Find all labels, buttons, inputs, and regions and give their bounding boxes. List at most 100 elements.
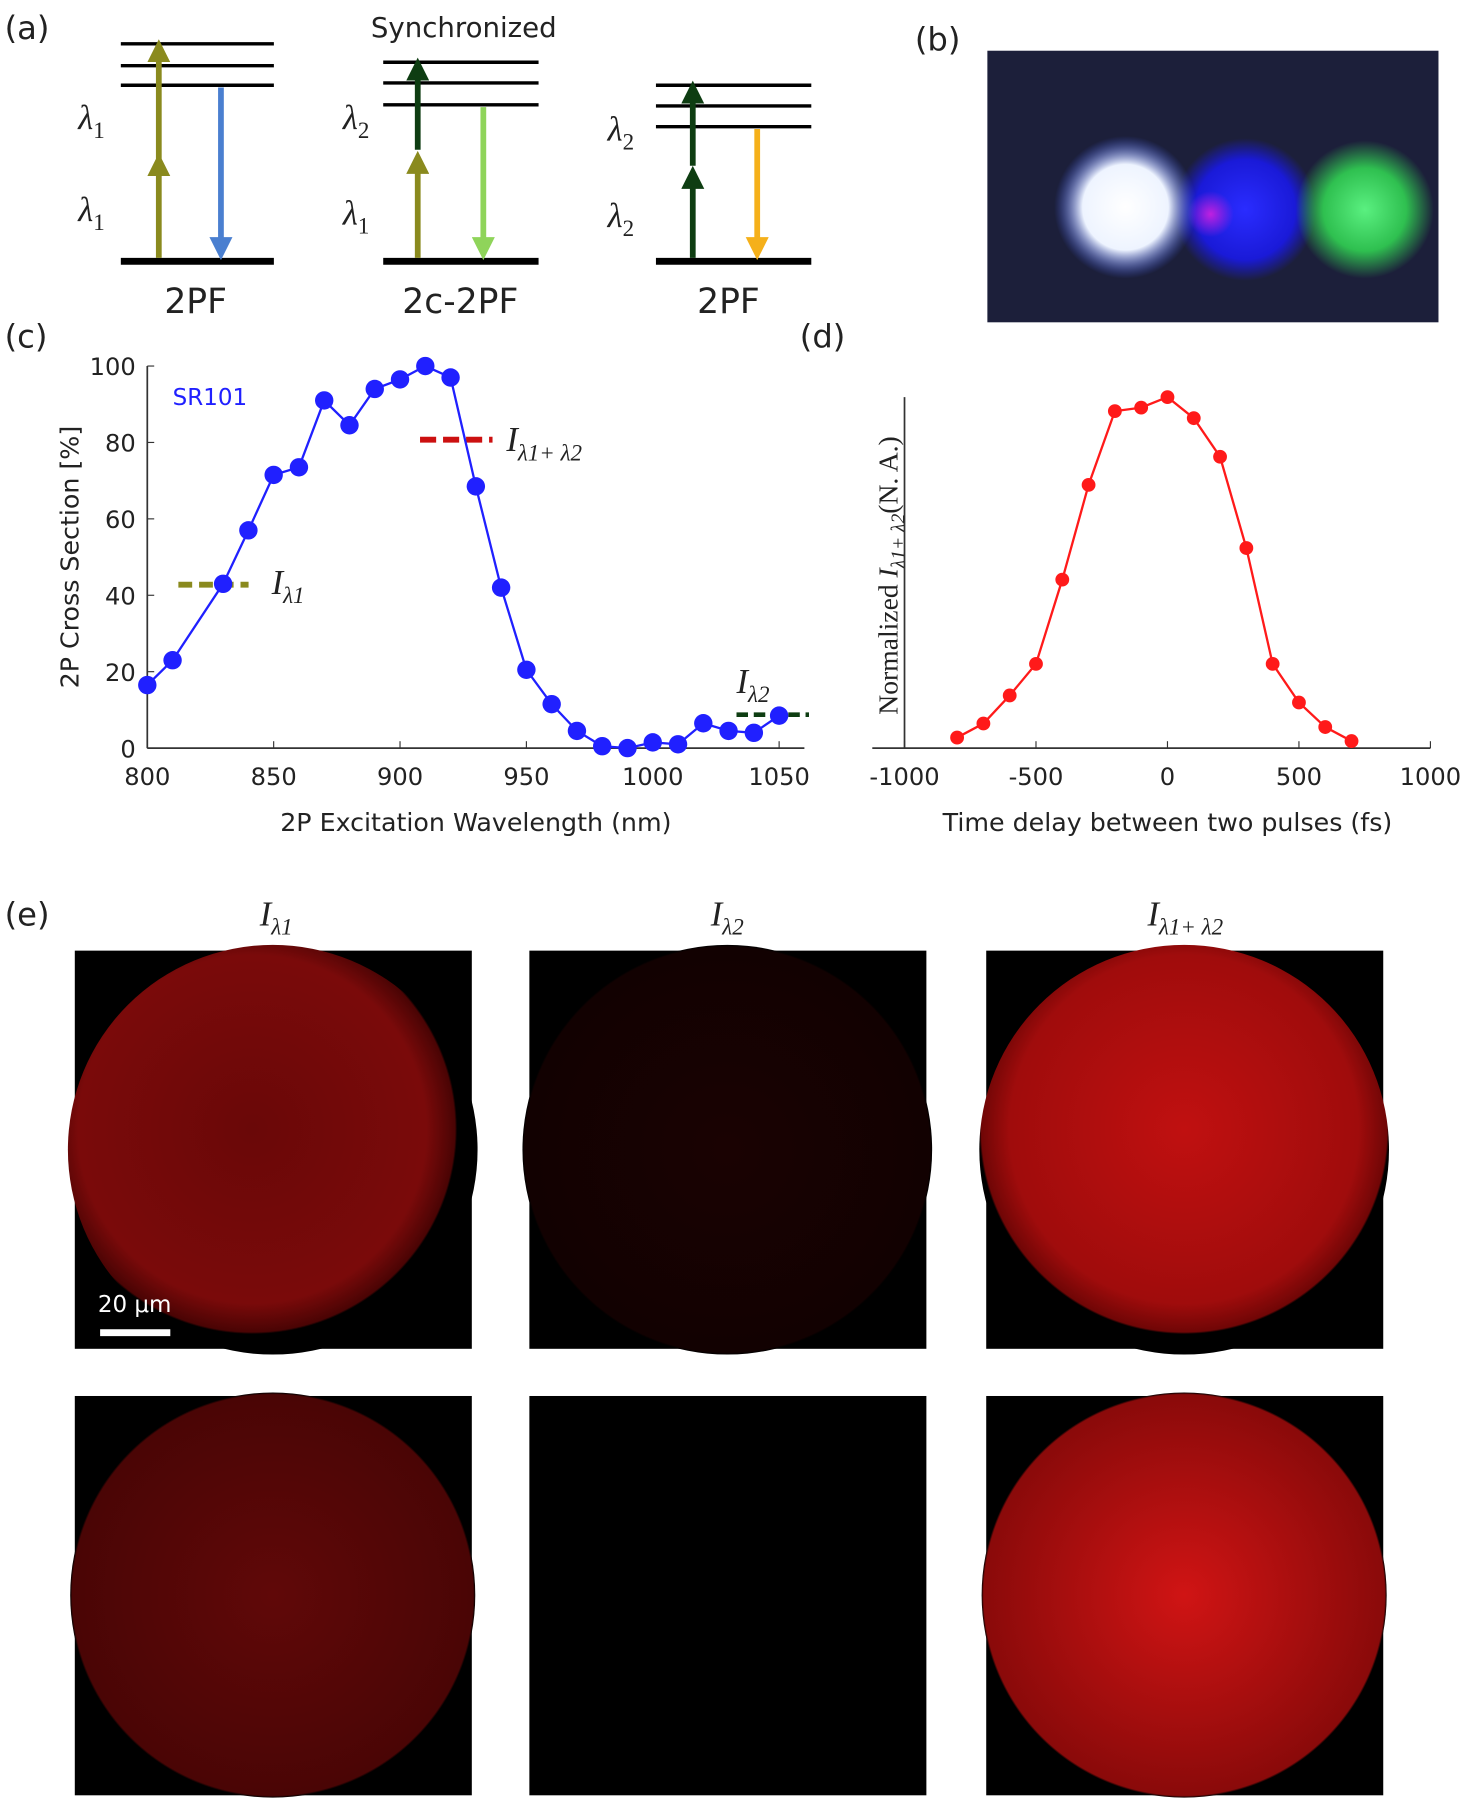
symbol: I: [873, 566, 904, 578]
symbol: λ: [607, 197, 623, 235]
symbol: I: [271, 564, 285, 602]
subscript: 1: [93, 117, 105, 143]
blue-spot: [1173, 138, 1317, 281]
scheme-label: 2c-2PF: [402, 282, 518, 322]
data-point: [1186, 411, 1201, 426]
scheme-label: 2PF: [164, 282, 227, 322]
data-point: [1081, 477, 1096, 492]
label-text: (N. A.): [873, 436, 904, 513]
data-point: [517, 660, 536, 679]
data-point: [315, 391, 334, 410]
x-tick-label: -500: [1009, 763, 1064, 791]
level-label: Iλ1+ λ2: [505, 421, 582, 465]
data-point: [1029, 656, 1043, 671]
wavelength-label: λ2: [607, 197, 634, 241]
subscript: λ1: [282, 582, 304, 608]
subscript: λ1+ λ2: [1158, 914, 1223, 940]
photo: [987, 50, 1439, 323]
wavelength-label: λ1: [342, 194, 369, 238]
label-text: Normalized: [873, 577, 904, 714]
panel-label: (e): [5, 895, 50, 933]
data-point: [491, 578, 511, 597]
symbol: λ: [607, 110, 623, 148]
subscript: λ1: [270, 914, 292, 940]
level-label: Iλ1: [271, 564, 305, 608]
data-point: [340, 416, 359, 435]
data-point: [950, 730, 965, 745]
symbol: λ: [342, 99, 358, 137]
y-tick-label: 0: [120, 735, 135, 763]
white-spot: [1054, 135, 1197, 279]
annotation: SR101: [173, 385, 247, 411]
data-point: [976, 716, 991, 731]
symbol: I: [1146, 895, 1160, 933]
x-tick-label: 0: [1160, 763, 1175, 791]
y-axis-label: 2P Cross Section [%]: [55, 426, 84, 689]
diagram-title: Synchronized: [371, 11, 557, 44]
data-point: [163, 651, 182, 670]
column-label: Iλ1+ λ2: [1146, 895, 1223, 939]
data-point: [289, 458, 309, 477]
wavelength-label: λ2: [607, 110, 634, 154]
data-point: [213, 574, 233, 594]
column-label: Iλ1: [259, 895, 293, 939]
micrograph: [70, 1392, 476, 1798]
magenta-spot: [1187, 191, 1234, 238]
symbol: λ: [342, 194, 358, 232]
data-point: [1265, 656, 1280, 671]
image-grid: Iλ1 Iλ2 Iλ1+ λ2 20 μm: [67, 895, 1389, 1798]
data-point: [1160, 390, 1175, 405]
x-tick-label: 850: [251, 763, 297, 791]
micrograph: [979, 944, 1389, 1355]
x-tick-label: 1050: [748, 763, 809, 791]
symbol: I: [736, 663, 750, 701]
wavelength-label: λ2: [342, 99, 369, 143]
data-point: [769, 706, 789, 725]
data-point: [542, 694, 561, 714]
scheme-label: 2PF: [697, 282, 760, 322]
subscript: 2: [623, 215, 635, 241]
data-point: [567, 721, 587, 741]
x-tick-label: 1000: [622, 763, 683, 791]
x-tick-label: 800: [124, 763, 170, 791]
data-point: [1292, 695, 1306, 710]
data-point: [441, 368, 460, 387]
data-point: [668, 735, 688, 754]
data-point: [466, 477, 486, 496]
scale-bar-label: 20 μm: [98, 1292, 172, 1318]
data-point: [694, 714, 713, 733]
data-point: [239, 521, 258, 540]
x-tick-label: 950: [503, 763, 549, 791]
subscript: λ2: [747, 681, 769, 707]
y-tick-label: 100: [90, 353, 136, 381]
data-point: [719, 721, 738, 741]
data-line: [146, 364, 780, 750]
subscript: 1: [358, 213, 370, 239]
symbol: I: [710, 895, 724, 933]
symbol: λ: [77, 191, 93, 229]
x-axis-label: 2P Excitation Wavelength (nm): [280, 808, 671, 837]
data-point: [390, 370, 410, 389]
y-tick-label: 80: [105, 430, 136, 458]
symbol: I: [505, 421, 519, 459]
data-point: [1318, 720, 1333, 734]
data-point: [1344, 734, 1359, 748]
data-point: [593, 736, 612, 756]
image-frame: [529, 1395, 927, 1796]
x-tick-label: -1000: [869, 763, 939, 791]
x-axis-label: Time delay between two pulses (fs): [942, 808, 1393, 837]
subscript: λ2: [721, 914, 743, 940]
y-axis-label: Normalized Iλ1+ λ2(N. A.): [873, 436, 910, 714]
x-tick-label: 500: [1276, 763, 1322, 791]
data-point: [365, 379, 384, 399]
y-tick-label: 60: [105, 506, 136, 534]
x-tick-label: 900: [377, 763, 423, 791]
data-point: [1239, 541, 1254, 555]
micrograph: [981, 1392, 1387, 1798]
column-label: Iλ2: [710, 895, 744, 939]
green-spot: [1295, 140, 1434, 279]
data-point: [416, 356, 435, 376]
subscript: λ1+ λ2: [889, 513, 910, 569]
wavelength-label: λ1: [77, 191, 104, 235]
